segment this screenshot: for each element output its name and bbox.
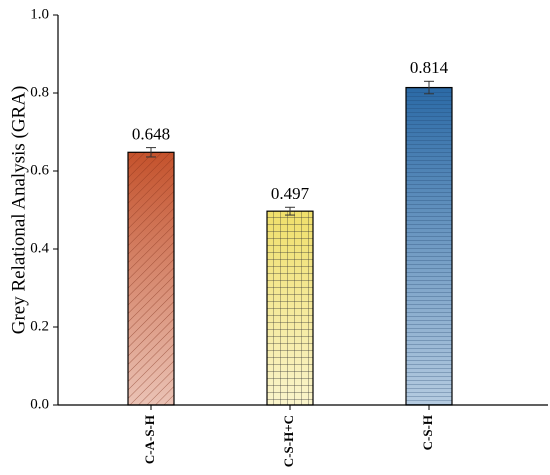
error-bar	[285, 206, 295, 216]
x-tick-label: C-S-H	[420, 415, 435, 450]
y-tick-label: 1.0	[30, 6, 49, 22]
y-tick-label: 0.4	[30, 240, 49, 256]
y-axis-title: Grey Relational Analysis (GRA)	[8, 86, 29, 335]
error-bar	[146, 147, 156, 158]
y-tick-label: 0.2	[30, 318, 49, 334]
y-tick-label: 0.8	[30, 84, 49, 100]
value-label: 0.497	[271, 184, 310, 203]
bar-hatch	[127, 151, 175, 406]
bar-hatch	[405, 86, 453, 406]
x-tick-label: C-A-S-H	[142, 415, 157, 464]
bar-hatch	[266, 210, 314, 406]
value-label: 0.648	[132, 125, 170, 144]
error-bar	[424, 80, 434, 95]
value-label: 0.814	[410, 58, 449, 77]
x-tick-label: C-S-H+C	[281, 415, 296, 467]
y-tick-label: 0.0	[30, 396, 49, 412]
y-tick-label: 0.6	[30, 162, 49, 178]
